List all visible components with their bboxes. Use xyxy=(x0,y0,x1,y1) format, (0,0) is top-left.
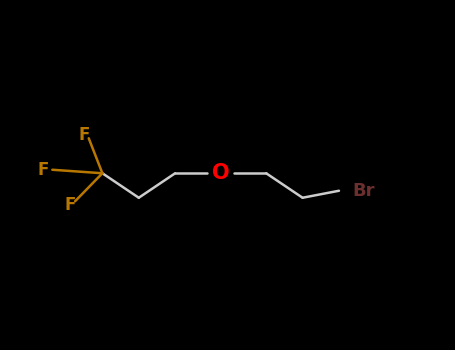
Text: F: F xyxy=(78,126,90,144)
Text: Br: Br xyxy=(353,182,375,200)
Text: O: O xyxy=(212,163,229,183)
Text: F: F xyxy=(37,161,49,179)
Text: F: F xyxy=(65,196,76,214)
